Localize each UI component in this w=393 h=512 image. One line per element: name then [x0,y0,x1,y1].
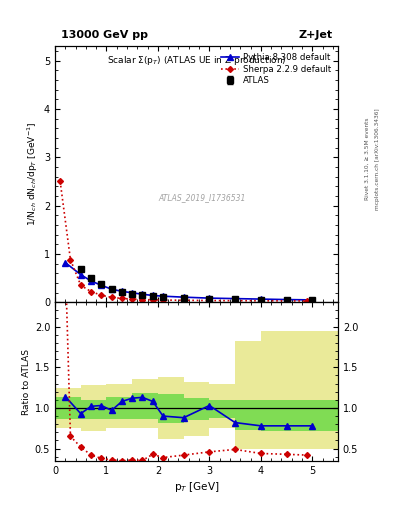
Pythia 8.308 default [119,288,124,294]
Text: Z+Jet: Z+Jet [298,30,332,39]
Sherpa 2.2.9 default [161,297,165,303]
Text: mcplots.cern.ch [arXiv:1306.3436]: mcplots.cern.ch [arXiv:1306.3436] [375,108,380,209]
Pythia 8.308 default [109,286,114,292]
Line: Pythia 8.308 default: Pythia 8.308 default [62,260,315,303]
Sherpa 2.2.9 default [305,298,309,304]
X-axis label: p$_T$ [GeV]: p$_T$ [GeV] [174,480,219,494]
Pythia 8.308 default [89,278,94,284]
Text: ATLAS_2019_I1736531: ATLAS_2019_I1736531 [158,193,246,202]
Pythia 8.308 default [151,292,155,298]
Pythia 8.308 default [310,297,315,303]
Pythia 8.308 default [140,291,145,297]
Text: Scalar Σ(p$_T$) (ATLAS UE in Z production): Scalar Σ(p$_T$) (ATLAS UE in Z productio… [107,54,286,67]
Pythia 8.308 default [78,271,83,278]
Sherpa 2.2.9 default [89,289,94,295]
Sherpa 2.2.9 default [233,297,237,304]
Pythia 8.308 default [233,295,237,302]
Sherpa 2.2.9 default [259,297,263,304]
Sherpa 2.2.9 default [207,297,212,304]
Legend: Pythia 8.308 default, Sherpa 2.2.9 default, ATLAS: Pythia 8.308 default, Sherpa 2.2.9 defau… [219,50,334,88]
Line: Sherpa 2.2.9 default: Sherpa 2.2.9 default [58,179,309,303]
Sherpa 2.2.9 default [151,297,155,303]
Pythia 8.308 default [161,293,165,299]
Sherpa 2.2.9 default [99,292,104,298]
Sherpa 2.2.9 default [109,294,114,301]
Text: Rivet 3.1.10, ≥ 3.5M events: Rivet 3.1.10, ≥ 3.5M events [365,117,370,200]
Pythia 8.308 default [207,295,212,301]
Sherpa 2.2.9 default [68,257,73,263]
Sherpa 2.2.9 default [119,295,124,302]
Pythia 8.308 default [259,296,263,302]
Pythia 8.308 default [99,282,104,288]
Pythia 8.308 default [130,290,134,296]
Pythia 8.308 default [63,260,68,266]
Y-axis label: 1/N$_{ch}$ dN$_{ch}$/dp$_T$ [GeV$^{-1}$]: 1/N$_{ch}$ dN$_{ch}$/dp$_T$ [GeV$^{-1}$] [25,122,40,226]
Text: 13000 GeV pp: 13000 GeV pp [61,30,148,39]
Y-axis label: Ratio to ATLAS: Ratio to ATLAS [22,349,31,415]
Sherpa 2.2.9 default [140,296,145,303]
Sherpa 2.2.9 default [284,298,289,304]
Pythia 8.308 default [284,296,289,303]
Sherpa 2.2.9 default [78,282,83,288]
Pythia 8.308 default [181,294,186,300]
Sherpa 2.2.9 default [181,297,186,304]
Sherpa 2.2.9 default [58,178,62,184]
Sherpa 2.2.9 default [130,296,134,302]
